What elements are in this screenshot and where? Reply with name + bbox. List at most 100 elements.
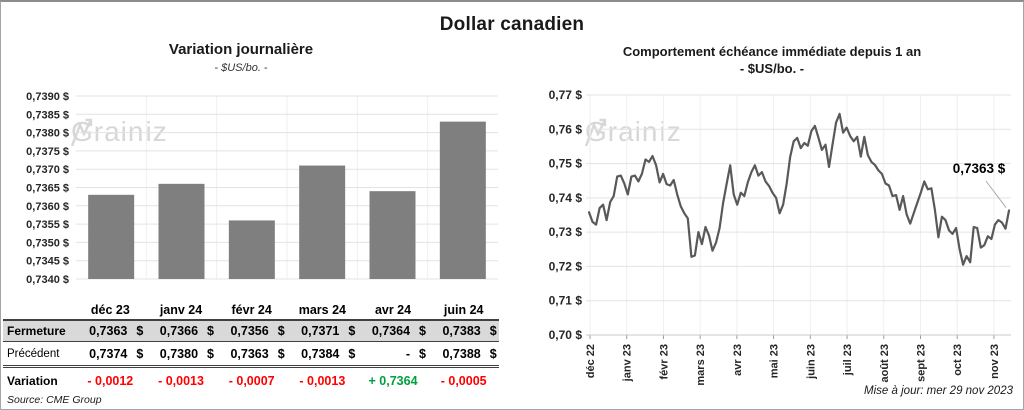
y-tick-label: 0,7365 $ [26, 183, 69, 195]
table-cell: 0,7364 $ [358, 324, 429, 338]
currency-symbol: $ [419, 346, 426, 361]
x-tick-label: juil 23 [842, 344, 854, 376]
bars [88, 121, 486, 279]
x-tick-label: déc 22 [585, 344, 597, 378]
table-col-header: févr 24 [231, 303, 272, 317]
x-tick-label: avr 23 [732, 344, 744, 376]
row-label: Variation [7, 374, 58, 388]
currency-symbol: $ [348, 324, 356, 338]
y-tick-label: 0,7390 $ [26, 91, 69, 103]
table-cell: - 0,0013 [287, 374, 358, 388]
x-tick-label: juin 23 [805, 344, 817, 380]
table-row-précédent: Précédent 0,7374 $0,7380 $0,7363 $0,7384 $ - $0… [3, 342, 499, 368]
x-tick-label: mai 23 [769, 344, 781, 378]
annotation-leader-line [985, 180, 1007, 208]
cell-value: 0,7371 [301, 324, 340, 338]
variation-value: - 0,0013 [158, 374, 204, 388]
table-col-header: janv 24 [159, 303, 203, 317]
variation-value: - 0,0007 [228, 374, 275, 388]
right-chart-title: Comportement échéance immédiate depuis 1… [622, 44, 922, 59]
y-tick-label: 0,73 $ [549, 225, 583, 239]
table-row-fermeture: Fermeture 0,7363 $0,7366 $0,7356 $0,7371 $0,7… [3, 319, 499, 342]
y-tick-label: 0,77 $ [549, 88, 583, 102]
cell-value: 0,7384 [301, 346, 340, 361]
table-cell: 0,7363 $ [75, 324, 146, 338]
table-cell: - 0,0005 [428, 374, 499, 388]
cell-value: 0,7363 [230, 346, 269, 361]
currency-symbol: $ [489, 324, 497, 338]
table-cell: 0,7388 $ [428, 347, 499, 361]
x-tick-label: janv 23 [622, 344, 634, 382]
table-col-header: mars 24 [298, 303, 346, 317]
table-cell: 0,7374 $ [75, 347, 146, 361]
table-cell: - 0,0007 [216, 374, 287, 388]
left-chart-subtitle: - $US/bo. - [214, 62, 268, 74]
right-chart-subtitle: - $US/bo. - [739, 61, 805, 76]
table-cell: + 0,7364 [358, 374, 429, 388]
x-tick-label: nov 23 [989, 344, 1001, 379]
cell-value: 0,7364 [371, 324, 411, 338]
table-cell: 0,7384 $ [287, 347, 358, 361]
variation-value: + 0,7364 [368, 374, 418, 388]
cell-value: 0,7383 [442, 324, 481, 338]
table-row-variation: Variation - 0,0012 - 0,0013 - 0,0007 - 0,001… [3, 368, 499, 394]
y-tick-label: 0,7375 $ [26, 146, 69, 158]
watermark-text: iz [659, 116, 682, 147]
x-tick-label: févr 23 [658, 344, 670, 379]
quotes-table: déc 23 janv 24 févr 24 mars 24 avr 24 juin 24… [3, 297, 499, 394]
table-col-header: déc 23 [90, 303, 130, 317]
currency-symbol: $ [207, 324, 214, 338]
last-value-annotation: 0,7363 $ [953, 161, 1006, 176]
price-line [587, 112, 1011, 266]
daily-variation-bar-chart: 0,7390 $ 0,7385 $ 0,7380 $ 0,7375 $ 0,7370 $… [26, 91, 498, 286]
bar-déc 23 [88, 194, 135, 279]
currency-symbol: $ [136, 346, 144, 361]
currency-symbol: $ [277, 346, 285, 361]
table-cell: - 0,0013 [146, 374, 217, 388]
variation-value: - 0,0013 [299, 374, 346, 388]
cell-value: 0,7374 [89, 346, 128, 361]
table-col-header: juin 24 [443, 303, 484, 317]
x-tick-label: oct 23 [952, 344, 964, 376]
y-tick-label: 0,75 $ [549, 157, 583, 171]
table-cell: 0,7371 $ [287, 324, 358, 338]
row-label: Précédent [7, 347, 60, 360]
y-tick-label: 0,7355 $ [26, 219, 69, 231]
currency-symbol: $ [348, 346, 356, 361]
table-cell: 0,7380 $ [146, 347, 217, 361]
y-tick-label: 0,70 $ [549, 328, 583, 342]
bar-mars 24 [299, 165, 346, 279]
cell-value: 0,7388 [442, 346, 481, 361]
y-tick-label: 0,7370 $ [26, 164, 69, 176]
currency-symbol: $ [277, 324, 285, 338]
bar-janv 24 [158, 183, 205, 279]
y-tick-label: 0,74 $ [549, 191, 583, 205]
y-tick-label: 0,7360 $ [26, 201, 69, 213]
page-title: Dollar canadien [439, 14, 585, 35]
grainwiz-zigzag-icon [70, 118, 93, 147]
line-chart-gridlines [586, 94, 1011, 339]
x-tick-label: sept 23 [915, 344, 927, 382]
table-cell: 0,7356 $ [216, 324, 287, 338]
currency-symbol: $ [136, 324, 144, 338]
variation-value: - 0,0005 [440, 374, 487, 388]
source-note: Source: CME Group [7, 394, 102, 406]
x-tick-label: mars 23 [695, 344, 707, 386]
left-chart-title: Variation journalière [168, 41, 314, 58]
y-tick-label: 0,7340 $ [26, 274, 69, 286]
table-header-row: déc 23 janv 24 févr 24 mars 24 avr 24 juin 24 [3, 297, 499, 319]
y-tick-label: 0,7380 $ [26, 128, 69, 140]
grainwiz-watermark-left: Grain iz [70, 116, 168, 148]
y-tick-label: 0,7345 $ [26, 256, 69, 268]
watermark-text: iz [145, 116, 168, 147]
table-col-header: avr 24 [374, 303, 412, 317]
table-cell: - $ [358, 347, 429, 361]
currency-symbol: $ [207, 346, 214, 361]
updated-note: Mise à jour: mer 29 nov 2023 [864, 385, 1013, 397]
cell-value: 0,7363 [89, 324, 128, 338]
x-tick-label: août 23 [879, 344, 891, 383]
currency-symbol: $ [489, 346, 497, 361]
row-label: Fermeture [7, 324, 66, 338]
one-year-line-chart: déc 22 janv 23 févr 23 mars 23 avr 23 mai 23 j… [549, 88, 1011, 386]
